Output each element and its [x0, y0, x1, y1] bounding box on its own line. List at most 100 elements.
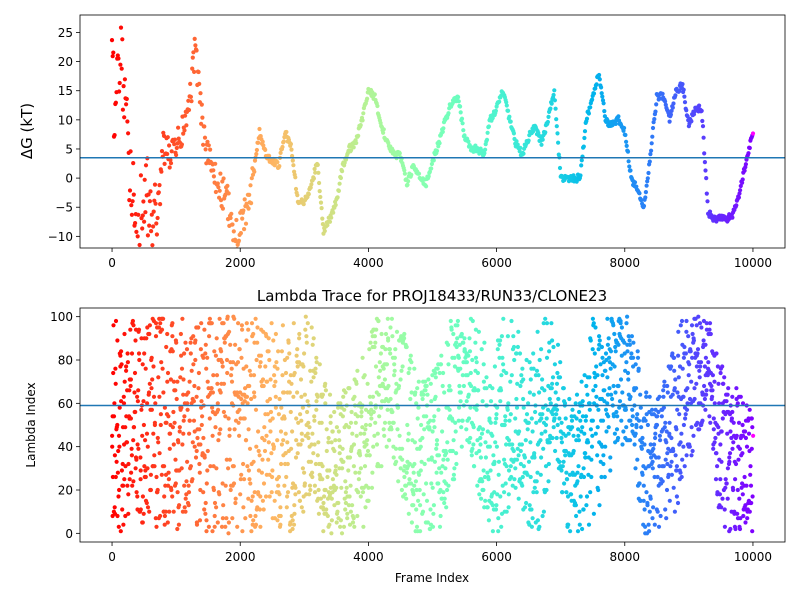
lambda-point [239, 323, 244, 328]
bottom-plot-frame [79, 307, 786, 543]
lambda-point [482, 474, 488, 480]
lambda-point [532, 455, 537, 460]
lambda-point [414, 524, 420, 529]
lambda-point [230, 516, 235, 521]
lambda-point [724, 481, 729, 486]
lambda-point [158, 513, 163, 519]
lambda-point [647, 529, 652, 534]
lambda-point [692, 386, 697, 391]
lambda-point [743, 503, 748, 508]
lambda-point [529, 524, 535, 529]
lambda-point [205, 468, 210, 473]
lambda-point [532, 451, 537, 456]
lambda-point [665, 461, 670, 467]
lambda-point [729, 416, 735, 421]
lambda-point [616, 383, 621, 389]
lambda-point [305, 321, 310, 326]
lambda-point [204, 366, 209, 371]
lambda-point [284, 505, 289, 510]
lambda-point [673, 453, 678, 458]
lambda-point [131, 425, 137, 430]
lambda-point [328, 414, 333, 419]
lambda-point [347, 455, 353, 460]
lambda-point [545, 407, 551, 412]
dg-point [112, 133, 117, 138]
lambda-point [217, 492, 222, 497]
lambda-point [416, 379, 421, 384]
bottom-panel: Lambda Trace for PROJ18433/RUN33/CLONE23… [24, 287, 786, 585]
lambda-point [638, 498, 643, 503]
lambda-point [312, 490, 318, 495]
lambda-point [624, 425, 629, 430]
dg-point [208, 147, 213, 152]
lambda-point [188, 340, 193, 345]
lambda-point [128, 416, 133, 421]
dg-point [196, 69, 201, 75]
lambda-point [273, 394, 278, 399]
lambda-point [535, 329, 540, 334]
lambda-point [519, 442, 525, 447]
lambda-point [595, 453, 600, 458]
lambda-point [442, 390, 447, 395]
lambda-point [429, 399, 434, 404]
dg-point [128, 149, 133, 154]
lambda-point [689, 453, 694, 458]
lambda-point [193, 455, 199, 460]
lambda-point [221, 381, 227, 386]
lambda-point [290, 429, 295, 434]
lambda-point [161, 316, 166, 321]
lambda-point [121, 522, 126, 527]
lambda-point [531, 351, 536, 356]
dg-point [131, 192, 136, 197]
lambda-point [574, 513, 579, 519]
lambda-point [324, 507, 329, 512]
dg-point [588, 105, 593, 110]
lambda-point [521, 377, 526, 382]
lambda-point [361, 524, 366, 529]
dg-point [309, 182, 314, 187]
lambda-point [133, 338, 138, 343]
dg-point [154, 232, 159, 237]
lambda-point [119, 399, 124, 404]
lambda-point [128, 377, 133, 382]
lambda-point [678, 440, 683, 445]
lambda-point [638, 405, 643, 410]
dg-point [361, 111, 366, 116]
lambda-point [384, 444, 389, 449]
lambda-point [454, 344, 459, 350]
lambda-point [211, 487, 216, 493]
dg-point [275, 160, 280, 165]
lambda-point [590, 316, 596, 321]
lambda-point [512, 357, 517, 363]
lambda-point [654, 422, 660, 428]
dg-point [316, 170, 321, 175]
lambda-point [448, 318, 453, 324]
lambda-point [617, 399, 623, 404]
lambda-point [467, 440, 472, 445]
lambda-point [260, 457, 265, 462]
lambda-point [251, 331, 256, 337]
lambda-point [312, 418, 317, 423]
lambda-point [534, 368, 540, 373]
lambda-point [122, 477, 127, 482]
lambda-point [232, 427, 237, 432]
lambda-point [537, 357, 542, 363]
lambda-point [580, 425, 585, 430]
lambda-point [639, 425, 644, 430]
lambda-point [166, 470, 171, 475]
lambda-point [430, 524, 436, 529]
lambda-point [490, 433, 495, 438]
lambda-point [122, 331, 127, 337]
lambda-point [650, 407, 655, 412]
dg-point [697, 103, 702, 108]
lambda-point [564, 470, 569, 475]
lambda-point [145, 401, 150, 406]
lambda-point [554, 435, 559, 441]
dg-point [165, 135, 170, 140]
dg-point [277, 164, 282, 169]
dg-point [329, 215, 334, 220]
lambda-point [661, 388, 666, 393]
lambda-point [661, 464, 666, 469]
lambda-point [379, 331, 384, 337]
lambda-point [627, 338, 632, 343]
